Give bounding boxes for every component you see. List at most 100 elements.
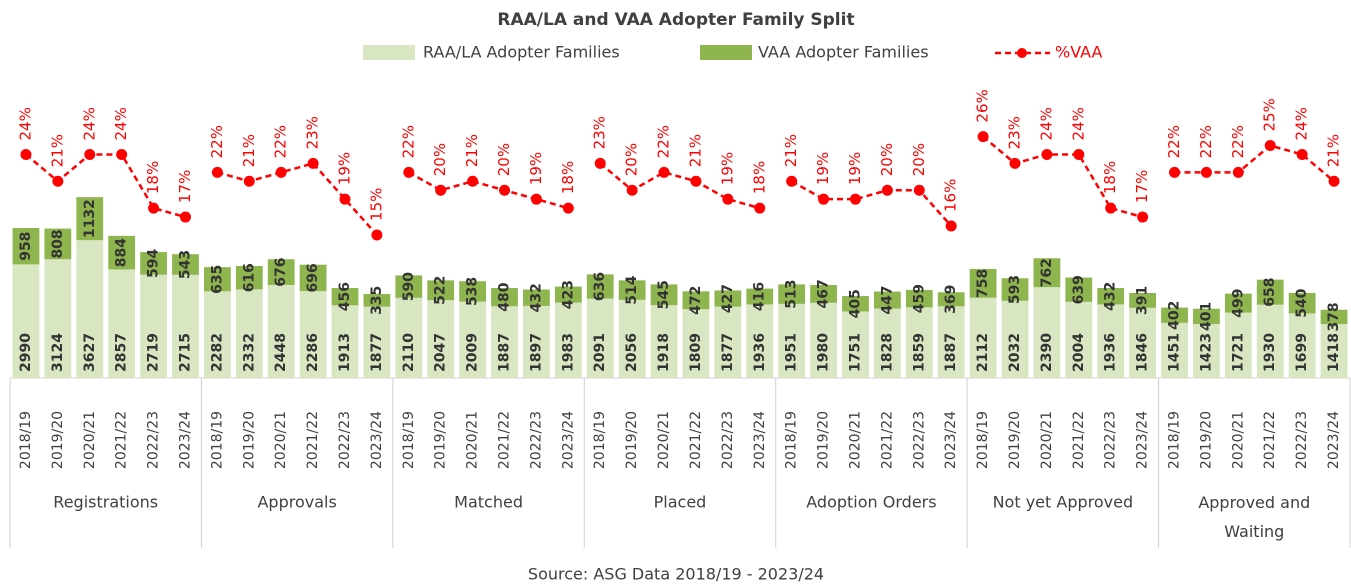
percent-label: 23%	[304, 116, 322, 149]
bar	[937, 306, 965, 378]
line-marker	[754, 202, 766, 214]
data-label: 513	[784, 279, 800, 308]
data-label: 2715	[177, 333, 193, 372]
bar	[44, 228, 72, 260]
bar	[140, 252, 167, 275]
bar	[1224, 293, 1252, 313]
bar	[842, 296, 869, 312]
x-tick-label: 2019/20	[816, 411, 832, 469]
percent-label: 23%	[591, 116, 609, 149]
bar	[299, 291, 327, 378]
x-tick-label: 2020/21	[1039, 411, 1055, 469]
data-label: 1699	[1294, 333, 1310, 372]
bar	[203, 267, 231, 292]
x-tick-label: 2019/20	[624, 411, 640, 469]
bar	[12, 227, 40, 265]
percent-label: 21%	[463, 134, 481, 167]
bar	[969, 268, 997, 298]
bar	[1320, 324, 1348, 378]
x-tick-label: 2019/20	[1007, 411, 1023, 469]
bar	[1097, 304, 1125, 378]
percent-label: 21%	[1325, 134, 1343, 167]
x-tick-label: 2018/19	[209, 411, 225, 469]
bar	[1193, 308, 1220, 324]
line-marker	[562, 202, 574, 214]
bar	[618, 280, 646, 300]
line-marker	[626, 184, 638, 196]
percent-label: 21%	[782, 134, 800, 167]
data-label: 635	[209, 265, 225, 294]
data-label: 335	[369, 286, 385, 315]
line-marker	[403, 166, 415, 178]
percent-label: 20%	[623, 143, 641, 176]
legend-label: %VAA	[1055, 43, 1103, 62]
bar	[778, 303, 806, 378]
data-label: 2056	[624, 333, 640, 372]
bar	[1256, 304, 1284, 378]
percent-label: 18%	[144, 161, 162, 194]
data-label: 593	[1007, 275, 1023, 304]
bar	[235, 289, 263, 378]
x-tick-label: 2022/23	[146, 411, 162, 469]
group-label: Registrations	[53, 493, 158, 512]
percent-label: 22%	[399, 125, 417, 158]
legend-swatch	[700, 45, 752, 60]
line-marker	[530, 193, 542, 205]
bar	[299, 264, 327, 292]
line-marker	[435, 184, 447, 196]
percent-label: 18%	[1101, 161, 1119, 194]
line-segment	[599, 162, 761, 210]
line-marker	[594, 157, 606, 169]
bar	[1129, 292, 1157, 308]
line-marker	[690, 175, 702, 187]
bar	[554, 286, 582, 303]
bar	[1193, 323, 1220, 378]
data-label: 405	[847, 289, 863, 318]
data-label: 3627	[82, 333, 98, 372]
line-marker	[913, 184, 925, 196]
bar	[1161, 307, 1188, 323]
line-marker	[20, 148, 32, 160]
line-marker	[1009, 157, 1021, 169]
line-segment	[791, 180, 953, 227]
data-label: 2719	[146, 333, 162, 372]
data-label: 2004	[1071, 333, 1087, 372]
data-label: 1980	[816, 333, 832, 372]
bar	[1224, 312, 1252, 378]
bar	[1320, 309, 1348, 325]
percent-label: 24%	[16, 107, 34, 140]
data-label: 658	[1262, 278, 1278, 307]
bar	[331, 305, 359, 378]
bar	[1033, 258, 1061, 288]
group-label: Approvals	[257, 493, 336, 512]
percent-label: 22%	[272, 125, 290, 158]
percent-label: 22%	[1165, 125, 1183, 158]
data-label: 1951	[784, 333, 800, 372]
bar	[1001, 278, 1029, 301]
bar	[331, 287, 359, 306]
line-segment	[982, 135, 1143, 219]
line-marker	[1328, 175, 1340, 187]
bar	[1256, 279, 1284, 305]
x-tick-label: 2019/20	[433, 411, 449, 469]
data-label: 696	[305, 263, 321, 292]
group-label: Matched	[454, 493, 523, 512]
bar	[172, 254, 199, 275]
group-label: Placed	[654, 493, 707, 512]
legend-swatch	[363, 45, 415, 60]
line-marker	[786, 175, 798, 187]
data-label: 499	[1230, 289, 1246, 318]
line-segment	[25, 153, 186, 219]
x-tick-label: 2022/23	[1103, 411, 1119, 469]
bar	[586, 298, 614, 378]
data-label: 522	[433, 276, 449, 305]
x-tick-label: 2022/23	[528, 411, 544, 469]
bar	[267, 284, 295, 378]
data-label: 2112	[975, 333, 991, 372]
bar	[650, 284, 678, 306]
data-label: 1721	[1230, 333, 1246, 372]
percent-label: 16%	[942, 179, 960, 212]
bar	[235, 265, 263, 290]
bar	[491, 306, 518, 378]
